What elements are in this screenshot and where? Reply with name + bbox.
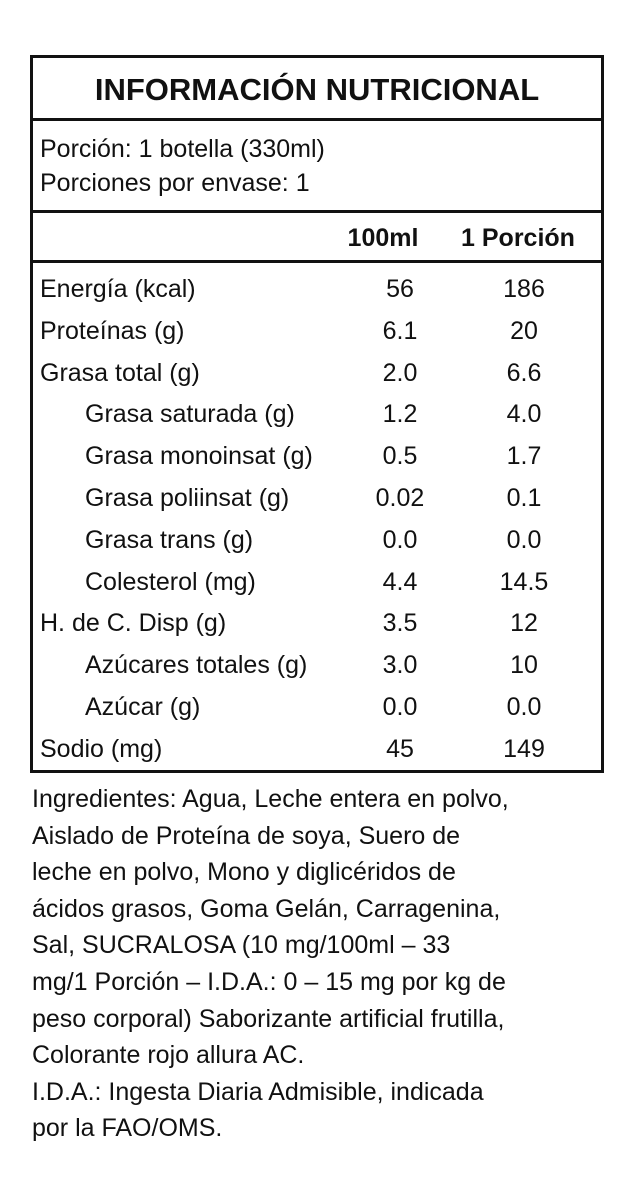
value-100ml: 45 xyxy=(386,734,414,763)
value-100ml: 1.2 xyxy=(382,400,418,429)
value-100ml: 56 xyxy=(386,275,414,303)
column-header: 1 Porción xyxy=(461,224,575,252)
ingredients-line: por la FAO/OMS. xyxy=(32,1114,223,1143)
value-100ml: 6.1 xyxy=(382,316,418,345)
nutrient-name: Colesterol (mg) xyxy=(85,567,256,596)
servings-per-container: Porciones por envase: 1 xyxy=(40,169,310,197)
value-portion: 14.5 xyxy=(499,567,549,596)
value-portion: 0.0 xyxy=(506,525,542,554)
ingredients-line: ácidos grasos, Goma Gelán, Carragenina, xyxy=(32,894,501,923)
value-portion: 4.0 xyxy=(506,400,542,429)
value-portion: 10 xyxy=(510,651,538,680)
divider xyxy=(30,260,604,263)
divider xyxy=(30,118,604,121)
value-100ml: 0.0 xyxy=(382,693,418,721)
ingredients-line: Ingredientes: Agua, Leche entera en polv… xyxy=(32,785,509,813)
ingredients-line: I.D.A.: Ingesta Diaria Admisible, indica… xyxy=(32,1077,484,1106)
nutrient-name: Sodio (mg) xyxy=(40,734,163,763)
nutrient-name: Grasa saturada (g) xyxy=(85,400,295,429)
nutrient-name: Grasa trans (g) xyxy=(85,525,254,554)
serving-size: Porción: 1 botella (330ml) xyxy=(40,135,325,163)
nutrient-name: Energía (kcal) xyxy=(40,275,196,303)
ingredients-line: mg/1 Porción – I.D.A.: 0 – 15 mg por kg … xyxy=(32,968,506,996)
divider xyxy=(30,210,604,213)
value-portion: 149 xyxy=(503,734,545,763)
ingredients-line: Colorante rojo allura AC. xyxy=(32,1041,305,1070)
ingredients-line: peso corporal) Saborizante artificial fr… xyxy=(32,1004,505,1033)
value-100ml: 2.0 xyxy=(382,358,418,387)
value-portion: 20 xyxy=(510,316,538,345)
label-frame xyxy=(30,55,604,773)
nutrient-name: Azúcares totales (g) xyxy=(85,651,308,680)
nutrient-name: Grasa monoinsat (g) xyxy=(85,442,313,471)
nutrient-name: Azúcar (g) xyxy=(85,693,201,721)
nutrient-name: Grasa poliinsat (g) xyxy=(85,484,290,512)
value-100ml: 0.0 xyxy=(382,525,418,554)
value-portion: 186 xyxy=(503,275,545,303)
value-100ml: 3.5 xyxy=(382,609,418,638)
value-portion: 1.7 xyxy=(506,442,542,471)
ingredients-line: Sal, SUCRALOSA (10 mg/100ml – 33 xyxy=(32,931,451,960)
value-100ml: 4.4 xyxy=(382,567,418,596)
value-100ml: 3.0 xyxy=(382,651,418,680)
nutrient-name: Proteínas (g) xyxy=(40,316,185,345)
value-portion: 0.1 xyxy=(506,484,542,512)
value-portion: 0.0 xyxy=(506,693,542,721)
value-100ml: 0.5 xyxy=(382,442,418,471)
ingredients-line: Aislado de Proteína de soya, Suero de xyxy=(32,821,461,850)
nutrient-name: Grasa total (g) xyxy=(40,358,200,387)
column-header: 100ml xyxy=(347,224,419,252)
value-portion: 12 xyxy=(510,609,538,638)
title: INFORMACIÓN NUTRICIONAL xyxy=(94,72,540,107)
value-portion: 6.6 xyxy=(506,358,542,387)
nutrient-name: H. de C. Disp (g) xyxy=(40,609,227,638)
ingredients-line: leche en polvo, Mono y diglicéridos de xyxy=(32,858,456,887)
value-100ml: 0.02 xyxy=(375,484,425,512)
